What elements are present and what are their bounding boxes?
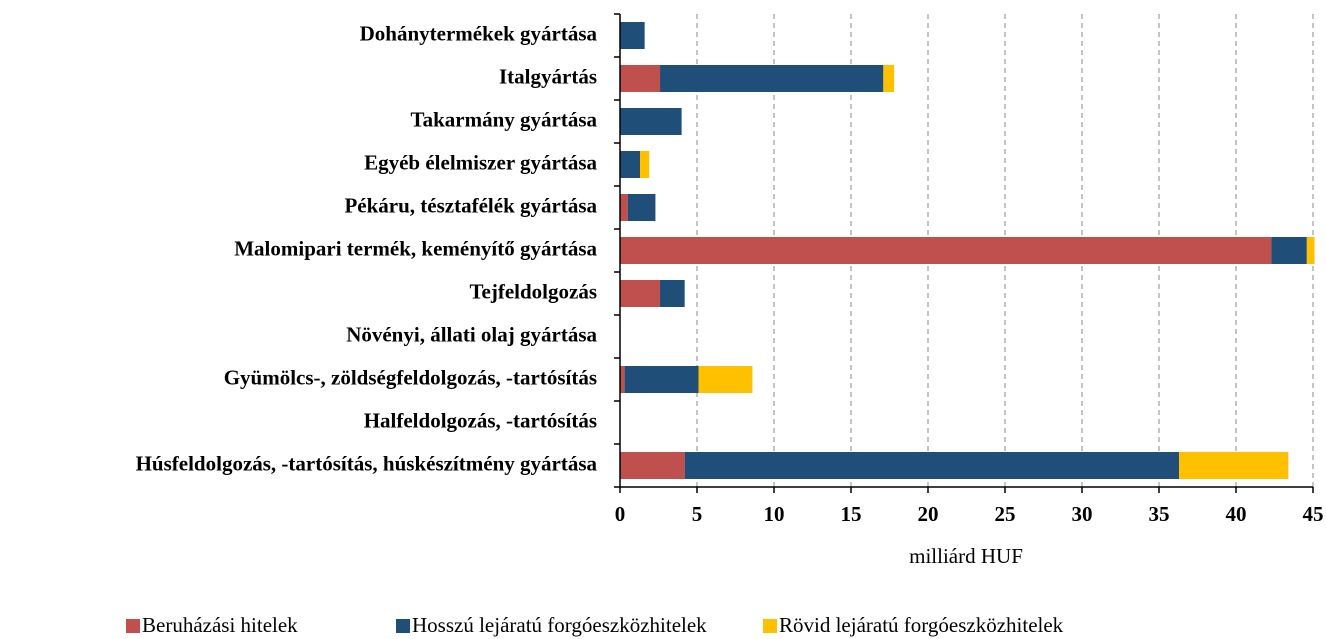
bar bbox=[620, 237, 1272, 264]
bar bbox=[883, 65, 895, 92]
x-tick-label: 5 bbox=[692, 502, 703, 526]
y-tick-label: Gyümölcs-, zöldségfeldolgozás, -tartósít… bbox=[224, 365, 597, 389]
bar bbox=[620, 22, 645, 49]
x-tick-label: 30 bbox=[1072, 502, 1093, 526]
x-axis-title: milliárd HUF bbox=[909, 544, 1023, 568]
y-tick-label: Halfeldolgozás, -tartósítás bbox=[364, 408, 597, 432]
legend-label: Hosszú lejáratú forgóeszközhitelek bbox=[412, 613, 707, 637]
y-tick-label: Malomipari termék, keményítő gyártása bbox=[234, 236, 597, 260]
y-tick-label: Takarmány gyártása bbox=[411, 107, 598, 131]
x-tick-label: 10 bbox=[764, 502, 785, 526]
y-tick-label: Húsfeldolgozás, -tartósítás, húskészítmé… bbox=[136, 451, 598, 475]
bar bbox=[620, 194, 628, 221]
x-tick-label: 45 bbox=[1303, 502, 1324, 526]
legend-swatch bbox=[126, 619, 140, 633]
legend-swatch bbox=[763, 619, 777, 633]
bar bbox=[620, 108, 682, 135]
bar bbox=[620, 65, 661, 92]
x-tick-label: 15 bbox=[841, 502, 862, 526]
bar bbox=[624, 366, 699, 393]
y-tick-label: Növényi, állati olaj gyártása bbox=[346, 322, 597, 346]
bar bbox=[620, 151, 641, 178]
x-tick-label: 35 bbox=[1149, 502, 1170, 526]
bar bbox=[1271, 237, 1307, 264]
bar bbox=[620, 280, 661, 307]
y-tick-label: Dohánytermékek gyártása bbox=[360, 21, 598, 45]
bar bbox=[684, 452, 1180, 479]
bar bbox=[660, 280, 685, 307]
legend-label: Rövid lejáratú forgóeszközhitelek bbox=[779, 613, 1064, 637]
bar bbox=[660, 65, 884, 92]
bar bbox=[627, 194, 656, 221]
bar bbox=[640, 151, 650, 178]
y-tick-label: Egyéb élelmiszer gyártása bbox=[364, 150, 597, 174]
bar bbox=[620, 366, 625, 393]
x-tick-label: 40 bbox=[1226, 502, 1247, 526]
bar bbox=[1179, 452, 1289, 479]
x-tick-label: 0 bbox=[615, 502, 626, 526]
y-tick-label: Italgyártás bbox=[499, 64, 597, 88]
legend-swatch bbox=[396, 619, 410, 633]
x-tick-label: 20 bbox=[918, 502, 939, 526]
x-tick-label: 25 bbox=[995, 502, 1016, 526]
legend-label: Beruházási hitelek bbox=[142, 613, 298, 637]
y-tick-label: Tejfeldolgozás bbox=[469, 279, 597, 303]
bar bbox=[1306, 237, 1315, 264]
y-tick-label: Pékáru, tésztafélék gyártása bbox=[344, 193, 597, 217]
bar bbox=[620, 452, 685, 479]
bar bbox=[698, 366, 753, 393]
